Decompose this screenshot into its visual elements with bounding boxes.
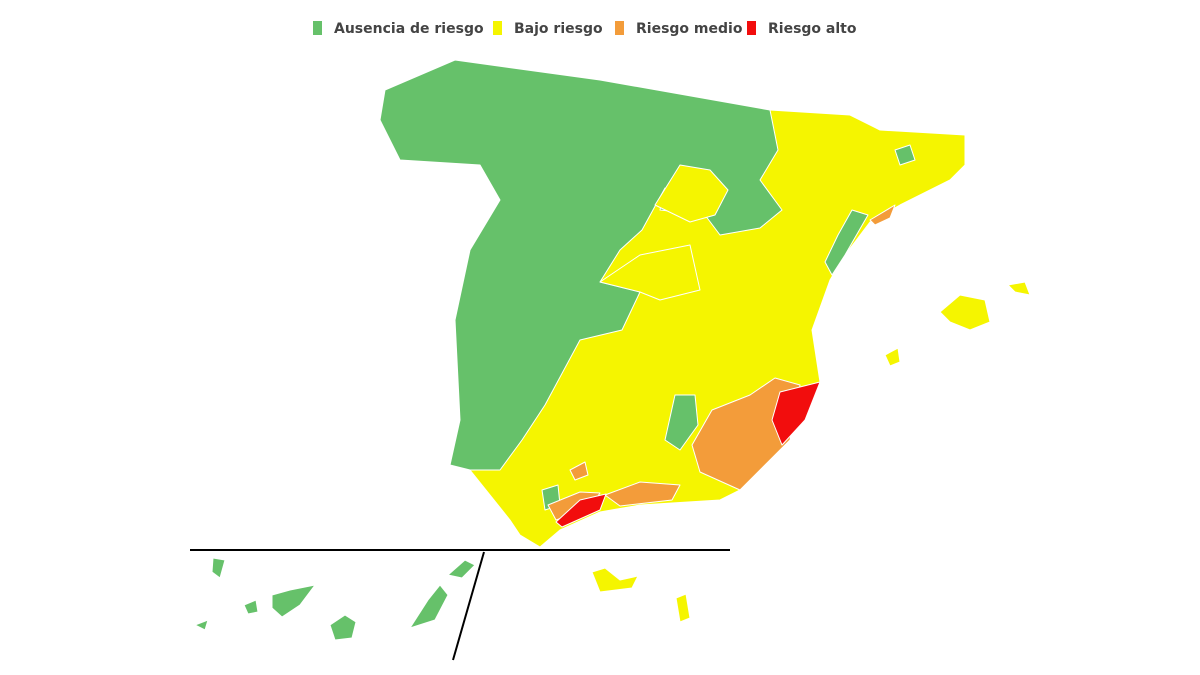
island [211,557,226,579]
spain-map [190,59,1031,661]
region [654,164,729,223]
region [824,209,869,276]
island [591,567,639,593]
region [869,204,896,226]
island [447,559,476,579]
legend-swatch [313,21,322,35]
legend-label: Ausencia de riesgo [334,21,484,37]
island [243,599,259,615]
region [691,377,801,491]
region [569,461,589,481]
island [675,593,691,623]
island [271,584,316,618]
island [939,294,991,331]
legend-swatch [747,21,756,35]
island [329,614,357,641]
legend-swatch [493,21,502,35]
island [194,619,209,631]
region [894,144,916,166]
region [771,381,821,446]
legend-label: Bajo riesgo [514,21,603,37]
region [555,493,607,528]
region [599,244,701,301]
island [1007,281,1031,296]
island [884,347,901,367]
legend-swatch [615,21,624,35]
inset-border [452,551,485,661]
legend: Ausencia de riesgo Bajo riesgo Riesgo medi… [313,21,857,37]
legend-label: Riesgo medio [636,21,743,37]
region [664,394,699,451]
region [604,481,681,507]
island [409,584,449,629]
legend-label: Riesgo alto [768,21,857,37]
